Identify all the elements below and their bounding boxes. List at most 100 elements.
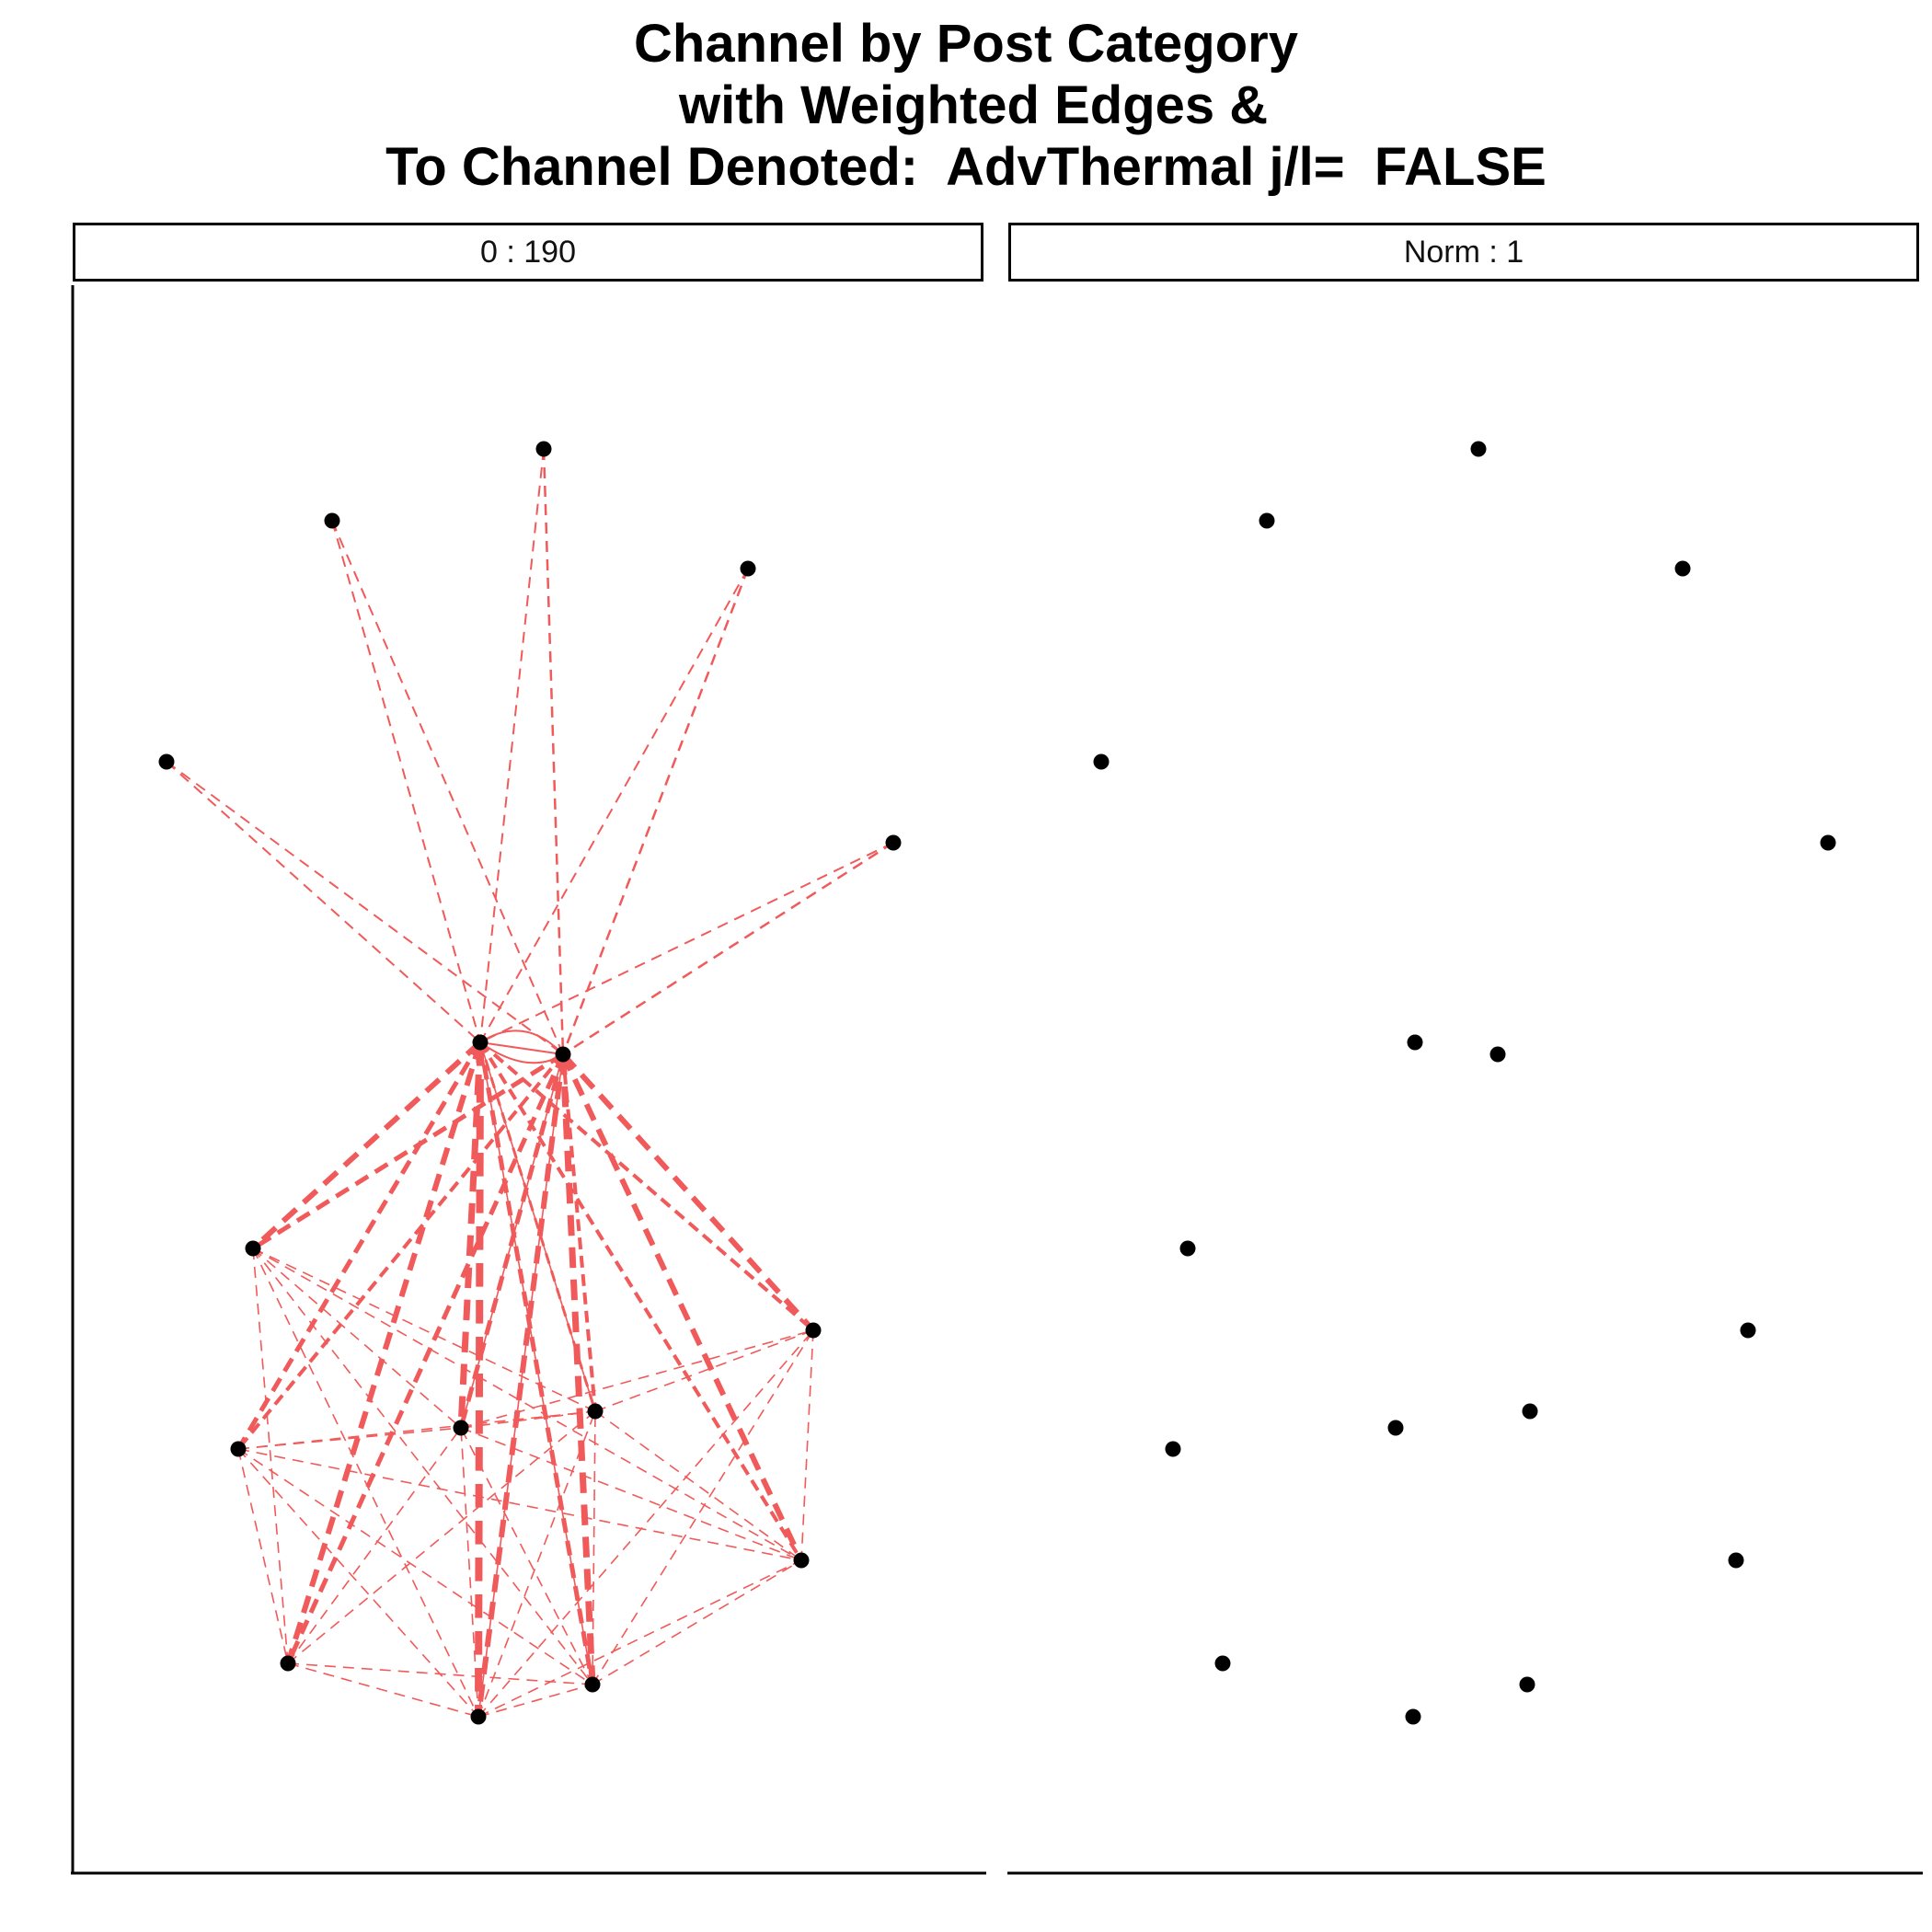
edge (478, 1041, 803, 1562)
edge (560, 1052, 816, 1333)
edge (477, 1559, 802, 1718)
edge (594, 1329, 814, 1412)
edge (252, 1248, 462, 1429)
edge (166, 761, 481, 1043)
edge (477, 1684, 593, 1718)
node-left (885, 834, 902, 851)
title-line-3: To Channel Denoted: AdvThermal j/l= FALS… (385, 137, 1547, 197)
facet-label-right: Norm : 1 (1403, 235, 1524, 270)
node-right (1470, 441, 1487, 457)
node-left (740, 560, 756, 577)
edge (475, 1041, 484, 1718)
edge (559, 1053, 596, 1685)
edge (592, 1410, 596, 1685)
edge (560, 1052, 804, 1562)
edge (460, 1427, 479, 1718)
edge (252, 1248, 289, 1664)
edge (237, 1448, 802, 1561)
node-right (1179, 1240, 1196, 1257)
edge (236, 1041, 483, 1451)
title-line-1: Channel by Post Category (634, 14, 1298, 74)
edge (252, 1248, 593, 1685)
edge (479, 1041, 593, 1685)
node-right (1740, 1322, 1756, 1339)
edge (800, 1329, 814, 1561)
edge (251, 1052, 565, 1251)
edge (237, 1448, 479, 1718)
node-right (1405, 1708, 1421, 1725)
node-right (1728, 1552, 1744, 1569)
edge (252, 1248, 802, 1561)
edge (477, 1053, 564, 1718)
edge (594, 1410, 802, 1561)
edge (331, 520, 481, 1043)
node-left (230, 1441, 247, 1457)
facet-label-left: 0 : 190 (480, 235, 576, 270)
edge (237, 1410, 596, 1450)
edge (460, 1427, 593, 1685)
edge (287, 1662, 593, 1685)
node-right (1214, 1655, 1231, 1672)
edge (287, 1427, 462, 1664)
edge (542, 448, 565, 1055)
edge (460, 1410, 596, 1429)
edge (479, 448, 545, 1043)
node-left (555, 1046, 571, 1063)
node-layer (158, 441, 1836, 1725)
node-right (1820, 834, 1836, 851)
panel-axes (71, 285, 1923, 1875)
node-left (805, 1322, 822, 1339)
node-right (1165, 1441, 1181, 1457)
edge (477, 1329, 814, 1718)
edge (561, 1053, 597, 1412)
node-right (1407, 1034, 1423, 1051)
edge (479, 1041, 564, 1055)
node-left (280, 1655, 296, 1672)
facet-strip-left: 0 : 190 (73, 223, 983, 282)
edge (285, 1052, 566, 1665)
edge (237, 1448, 593, 1685)
edge-layer (166, 448, 894, 1718)
node-left (470, 1708, 487, 1725)
node-right (1259, 512, 1275, 529)
node-left (324, 512, 340, 529)
edge (592, 1329, 814, 1685)
edge (166, 761, 564, 1055)
chart-title: Channel by Post Category with Weighted E… (0, 13, 1932, 198)
edge (561, 568, 750, 1055)
edge (479, 1041, 596, 1412)
edge-curve (479, 1029, 564, 1055)
node-left (245, 1240, 261, 1257)
node-right (1489, 1046, 1506, 1063)
node-right (1674, 560, 1691, 577)
node-left (584, 1676, 601, 1693)
edge (287, 1662, 479, 1718)
edge (479, 842, 894, 1043)
edge (592, 1559, 802, 1685)
edge (237, 1427, 462, 1450)
edge (285, 1041, 483, 1664)
node-right (1519, 1676, 1535, 1693)
edge (460, 1053, 564, 1429)
edge (479, 568, 749, 1043)
node-right (1522, 1403, 1538, 1420)
node-left (587, 1403, 604, 1420)
edge (236, 1052, 565, 1451)
edge (460, 1427, 802, 1561)
node-left (535, 441, 552, 457)
node-left (793, 1552, 810, 1569)
edge (250, 1040, 483, 1251)
edge (252, 1248, 479, 1718)
facet-strip-right: Norm : 1 (1008, 223, 1919, 282)
edge (287, 1410, 596, 1664)
edge (237, 1448, 289, 1664)
node-left (453, 1420, 469, 1436)
node-left (472, 1034, 489, 1051)
edge (478, 1041, 815, 1332)
edge (252, 1248, 596, 1412)
node-left (158, 753, 175, 770)
edge (460, 1329, 814, 1429)
node-right (1093, 753, 1110, 770)
edge (331, 520, 564, 1055)
